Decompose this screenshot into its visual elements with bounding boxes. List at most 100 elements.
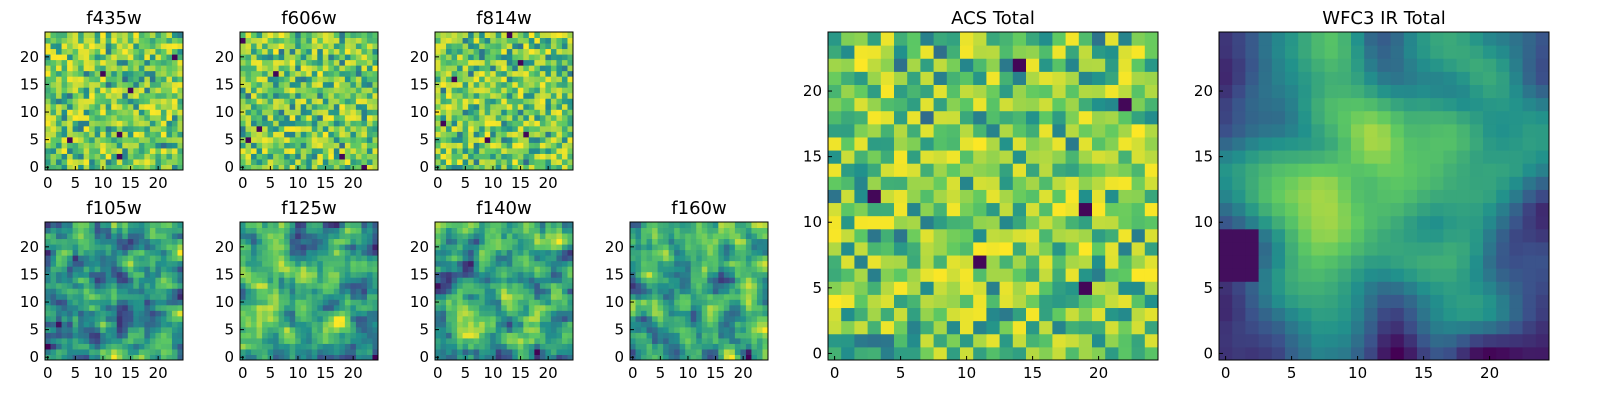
heatmap-cell (251, 222, 258, 229)
heatmap-cell (490, 87, 497, 94)
heatmap-cell (435, 249, 442, 256)
heatmap-cell (256, 98, 263, 105)
heatmap-cell (72, 260, 79, 267)
heatmap-cell (177, 238, 184, 245)
heatmap-cell (295, 343, 302, 350)
heatmap-cell (262, 48, 269, 55)
heatmap-cell (1065, 333, 1080, 348)
heatmap-cell (451, 87, 458, 94)
heatmap-cell (355, 136, 362, 143)
heatmap-cell (1052, 150, 1067, 164)
heatmap-cell (240, 238, 247, 245)
heatmap-cell (512, 266, 519, 273)
heatmap-cell (517, 348, 524, 355)
heatmap-cell (561, 271, 568, 278)
heatmap-cell (446, 249, 453, 256)
heatmap-cell (61, 244, 68, 251)
heatmap-cell (78, 76, 85, 83)
heatmap-cell (1065, 189, 1080, 204)
heatmap-cell (251, 244, 258, 251)
heatmap-cell (556, 326, 563, 333)
heatmap-cell (635, 315, 642, 322)
heatmap-cell (111, 114, 118, 121)
heatmap-cell (657, 326, 664, 333)
heatmap-cell (355, 343, 362, 350)
heatmap-cell (473, 48, 480, 55)
heatmap-cell (867, 268, 882, 282)
heatmap-cell (56, 288, 63, 295)
heatmap-cell (67, 332, 74, 339)
heatmap-cell (256, 125, 263, 132)
heatmap-cell (61, 158, 68, 165)
heatmap-cell (262, 65, 269, 72)
heatmap-cell (674, 288, 681, 295)
heatmap-cell (311, 65, 318, 72)
heatmap-cell (707, 233, 714, 240)
heatmap-cell (273, 120, 280, 127)
heatmap-cell (366, 293, 373, 300)
heatmap-cell (339, 114, 346, 121)
heatmap-cell (372, 315, 379, 322)
heatmap-cell (83, 87, 90, 94)
heatmap-cell (149, 354, 156, 361)
heatmap-cell (311, 321, 318, 328)
heatmap-cell (462, 299, 469, 306)
heatmap-cell (350, 304, 357, 311)
heatmap-cell (646, 249, 653, 256)
heatmap-cell (144, 43, 151, 50)
heatmap-cell (1026, 268, 1040, 282)
heatmap-cell (289, 70, 296, 77)
heatmap-cell (284, 103, 291, 110)
heatmap-cell (171, 114, 178, 121)
heatmap-cell (679, 271, 686, 278)
heatmap-cell (289, 98, 296, 105)
heatmap-cell (278, 136, 285, 143)
heatmap-cell (880, 268, 895, 282)
heatmap-cell (171, 293, 178, 300)
heatmap-cell (523, 293, 530, 300)
heatmap-cell (1144, 346, 1159, 361)
heatmap-cell (127, 92, 134, 99)
heatmap-cell (171, 249, 178, 256)
heatmap-cell (635, 227, 642, 234)
heatmap-cell (490, 326, 497, 333)
heatmap-cell (122, 304, 129, 311)
heatmap-cell (133, 255, 140, 262)
heatmap-cell (144, 227, 151, 234)
heatmap-cell (484, 87, 491, 94)
heatmap-cell (907, 136, 921, 151)
heatmap-cell (127, 158, 134, 165)
heatmap-cell (317, 103, 324, 110)
heatmap-cell (94, 81, 101, 88)
heatmap-cell (539, 260, 546, 267)
heatmap-cell (116, 227, 123, 234)
heatmap-cell (495, 326, 502, 333)
heatmap-cell (149, 158, 156, 165)
heatmap-cell (523, 37, 530, 44)
heatmap-cell (894, 281, 908, 295)
heatmap-cell (550, 164, 557, 171)
heatmap-cell (561, 147, 568, 154)
heatmap-cell (122, 310, 129, 317)
heatmap-cell (490, 348, 497, 355)
heatmap-cell (322, 48, 329, 55)
heatmap-cell (495, 32, 502, 39)
heatmap-cell (138, 114, 145, 121)
heatmap-cell (67, 326, 74, 333)
heatmap-cell (462, 98, 469, 105)
heatmap-cell (1144, 176, 1159, 190)
heatmap-cell (1012, 333, 1027, 348)
heatmap-cell (45, 343, 52, 350)
heatmap-cell (718, 255, 725, 262)
heatmap-cell (350, 244, 357, 251)
heatmap-cell (306, 120, 313, 127)
heatmap-cell (457, 348, 464, 355)
heatmap-cell (550, 354, 557, 361)
heatmap-cell (668, 249, 675, 256)
heatmap-cell (61, 227, 68, 234)
heatmap-cell (328, 304, 335, 311)
heatmap-cell (723, 288, 730, 295)
heatmap-cell (457, 87, 464, 94)
heatmap-cell (273, 304, 280, 311)
heatmap-cell (999, 202, 1014, 217)
